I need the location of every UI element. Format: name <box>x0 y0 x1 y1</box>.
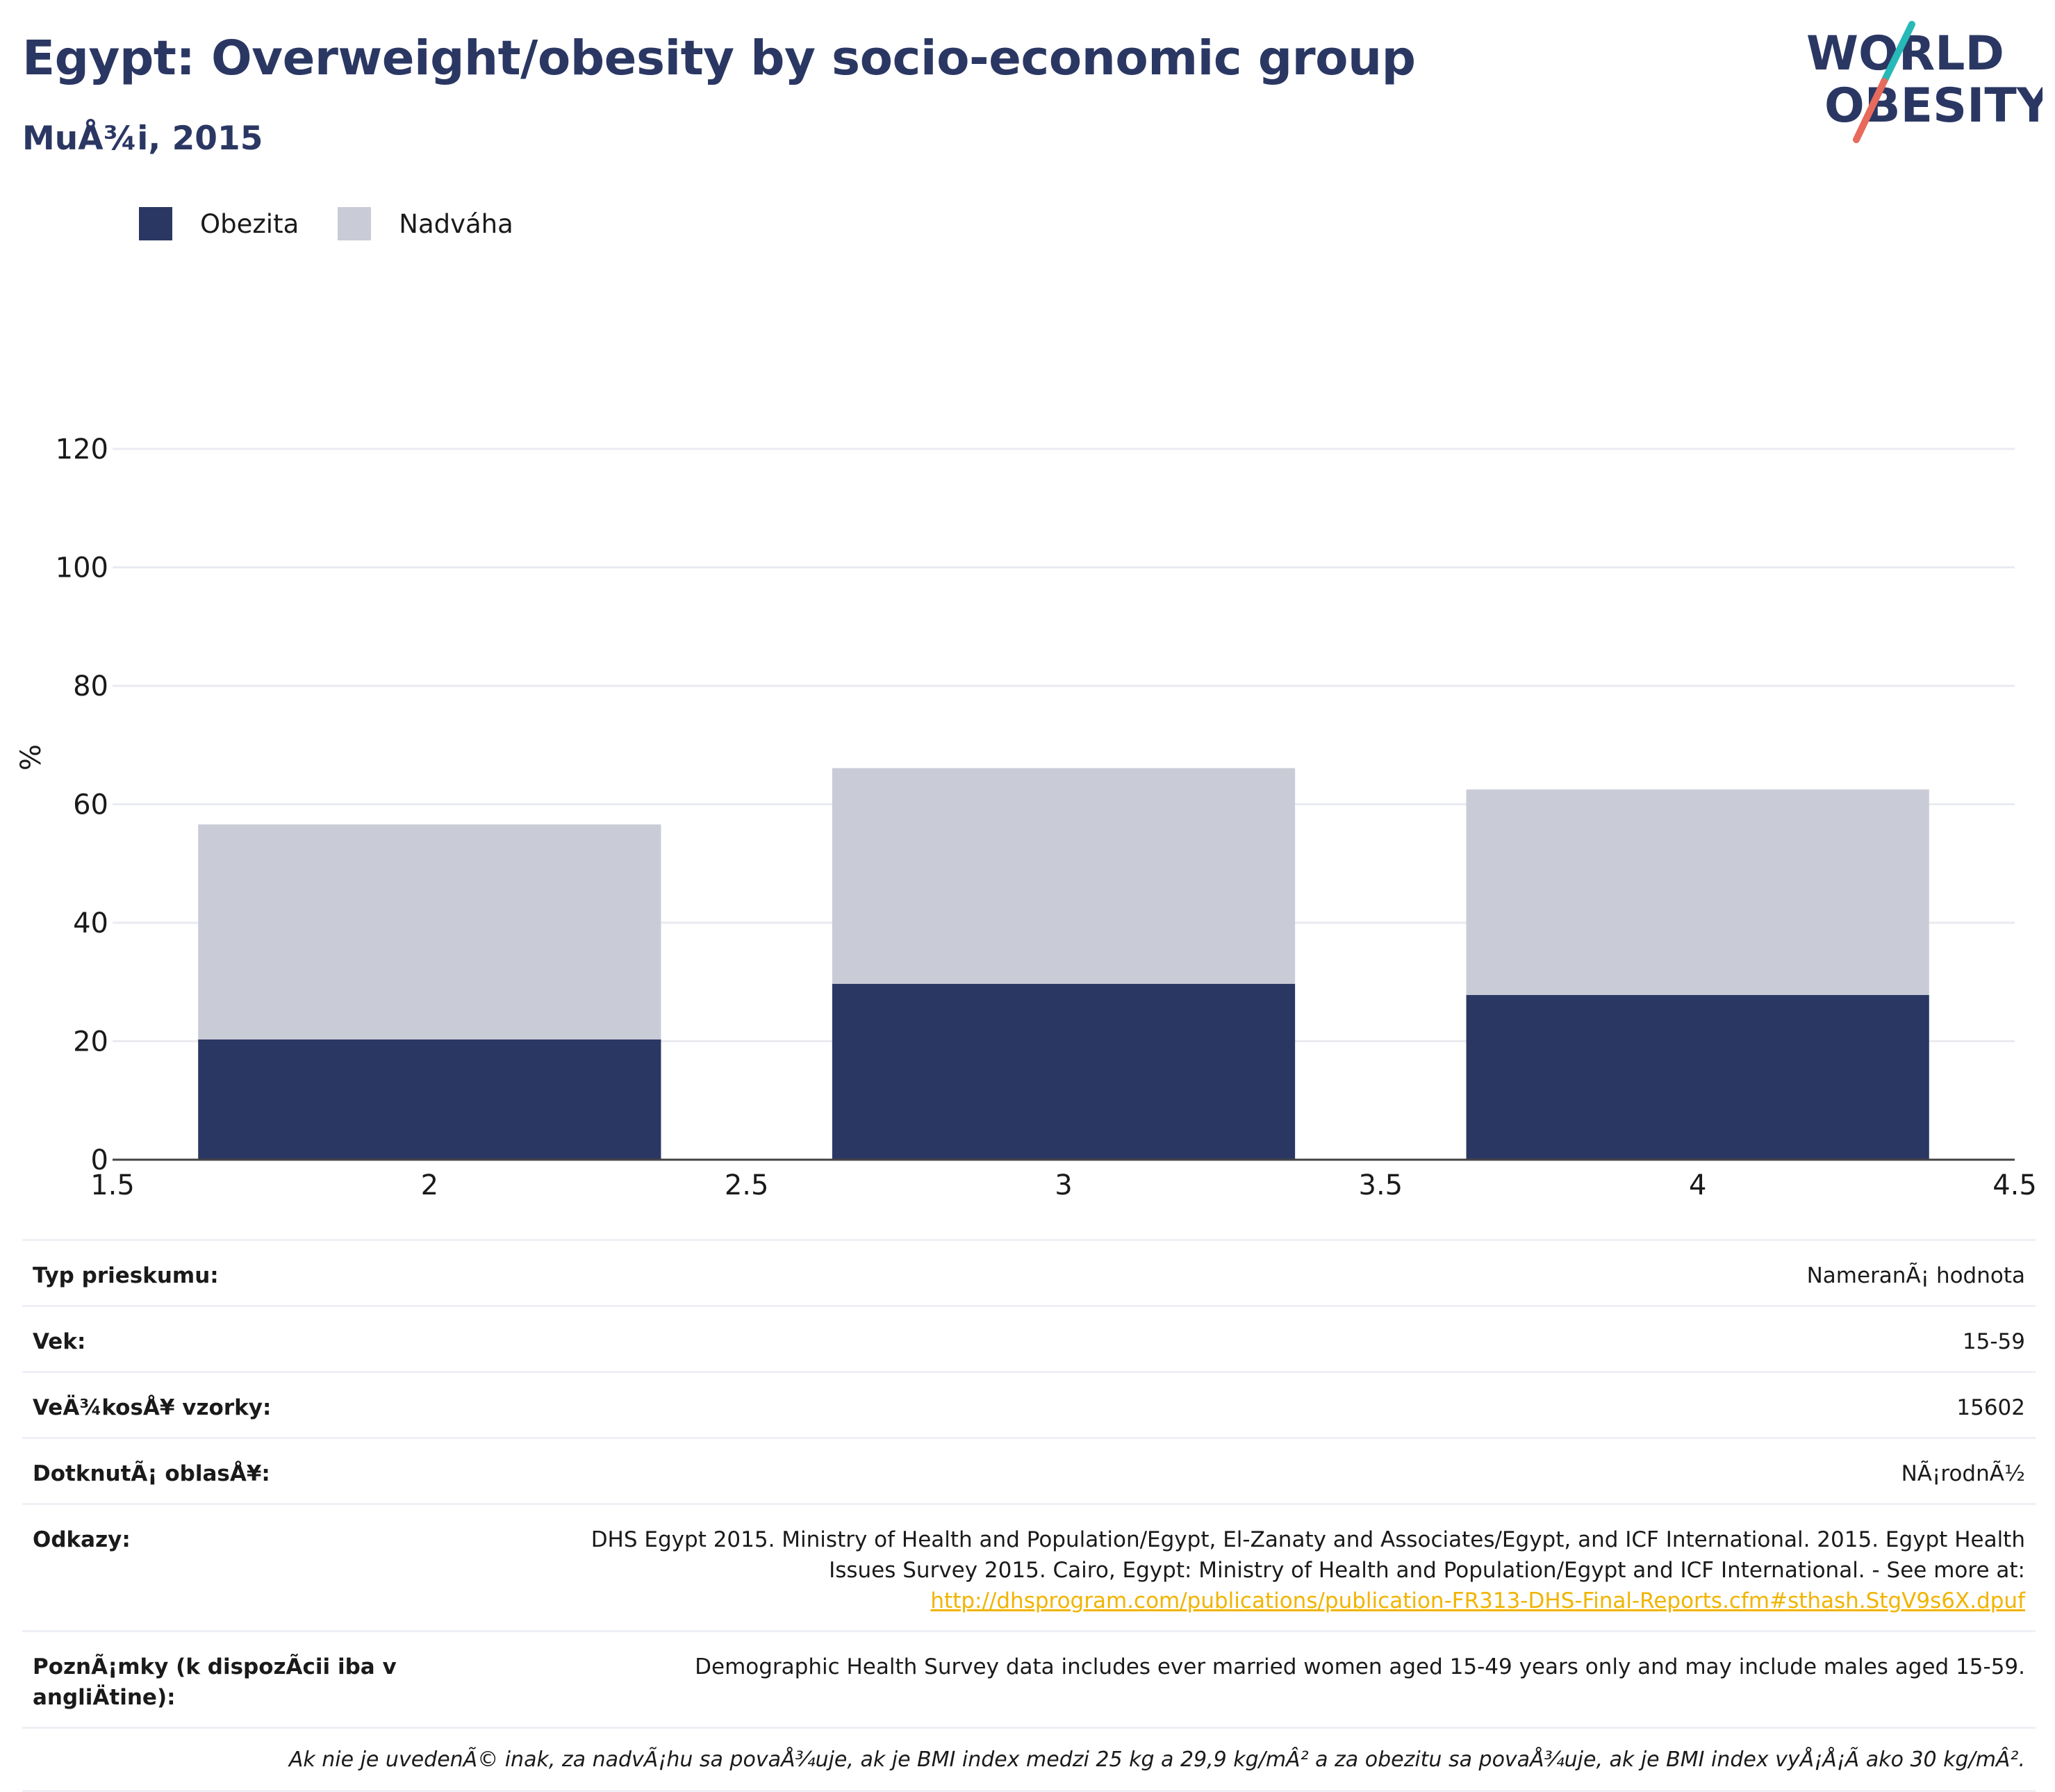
x-tick-label: 4 <box>1689 1169 1706 1195</box>
chart-legend: Obezita Nadváha <box>139 206 552 242</box>
y-tick-label: 100 <box>56 552 108 584</box>
info-row-age: Vek: 15-59 <box>22 1305 2036 1371</box>
x-tick-label: 3.5 <box>1359 1169 1403 1195</box>
references-value: DHS Egypt 2015. Ministry of Health and P… <box>505 1524 2025 1616</box>
bar-obesity-3[interactable] <box>832 984 1295 1160</box>
y-tick-label: 80 <box>73 671 108 702</box>
logo-word-obesity: OBESITY <box>1824 79 2042 133</box>
info-label: VeÄ¾kosÅ¥ vzorky: <box>33 1392 505 1423</box>
legend-item-overweight[interactable]: Nadváha <box>338 207 513 240</box>
bar-overweight-4[interactable] <box>1467 789 1929 995</box>
y-tick-labels: 020406080100120 <box>56 434 108 1176</box>
y-tick-label: 20 <box>73 1026 108 1058</box>
y-tick-label: 40 <box>73 907 108 939</box>
info-value: 15602 <box>505 1392 2025 1423</box>
bar-obesity-4[interactable] <box>1467 995 1929 1160</box>
info-row-references: Odkazy: DHS Egypt 2015. Ministry of Heal… <box>22 1503 2036 1630</box>
info-value: NameranÃ¡ hodnota <box>505 1260 2025 1291</box>
bar-overweight-2[interactable] <box>198 824 661 1039</box>
info-label: Typ prieskumu: <box>33 1260 505 1291</box>
info-label: DotknutÃ¡ oblasÅ¥: <box>33 1458 505 1489</box>
x-tick-label: 2.5 <box>725 1169 769 1195</box>
x-tick-labels: 1.5 2 2.5 3 3.5 4 4.5 <box>90 1169 2037 1195</box>
x-tick-label: 1.5 <box>90 1169 135 1195</box>
chart-subtitle: MuÅ¾i, 2015 <box>22 120 263 158</box>
notes-value: Demographic Health Survey data includes … <box>505 1652 2025 1682</box>
bar-obesity-2[interactable] <box>198 1039 661 1160</box>
info-value: NÃ¡rodnÃ½ <box>505 1458 2025 1489</box>
y-axis-label: % <box>15 744 47 771</box>
chart-title: Egypt: Overweight/obesity by socio-econo… <box>22 31 1416 86</box>
bars <box>198 768 1929 1160</box>
info-row-sample-size: VeÄ¾kosÅ¥ vzorky: 15602 <box>22 1371 2036 1437</box>
y-tick-label: 120 <box>56 434 108 466</box>
info-label: Vek: <box>33 1326 505 1357</box>
info-row-area: DotknutÃ¡ oblasÅ¥: NÃ¡rodnÃ½ <box>22 1437 2036 1503</box>
bar-overweight-3[interactable] <box>832 768 1295 983</box>
notes-label: PoznÃ¡mky (k dispozÃcii iba v angliÄtin… <box>33 1652 505 1713</box>
info-row-notes: PoznÃ¡mky (k dispozÃcii iba v angliÄtin… <box>22 1630 2036 1727</box>
legend-swatch-overweight <box>338 207 371 240</box>
world-obesity-logo: WORLD OBESITY <box>1806 17 2042 146</box>
references-link[interactable]: http://dhsprogram.com/publications/publi… <box>930 1588 2025 1613</box>
bmi-footnote: Ak nie je uvedenÃ© inak, za nadvÃ¡hu sa … <box>22 1727 2036 1792</box>
references-line-2: Issues Survey 2015. Cairo, Egypt: Minist… <box>505 1555 2025 1586</box>
legend-item-obesity[interactable]: Obezita <box>139 207 299 240</box>
legend-label-overweight: Nadváha <box>399 209 513 239</box>
x-tick-label: 4.5 <box>1992 1169 2037 1195</box>
x-tick-label: 2 <box>421 1169 438 1195</box>
info-table: Typ prieskumu: NameranÃ¡ hodnota Vek: 15… <box>22 1239 2036 1792</box>
legend-label-obesity: Obezita <box>200 209 299 239</box>
references-label: Odkazy: <box>33 1524 505 1555</box>
info-row-survey-type: Typ prieskumu: NameranÃ¡ hodnota <box>22 1239 2036 1305</box>
references-line-1: DHS Egypt 2015. Ministry of Health and P… <box>505 1524 2025 1555</box>
legend-swatch-obesity <box>139 207 172 240</box>
y-tick-label: 60 <box>73 789 108 821</box>
stacked-bar-chart: 020406080100120 1.5 2 2.5 3 3.5 4 4.5 % <box>0 389 2055 1195</box>
info-value: 15-59 <box>505 1326 2025 1357</box>
x-tick-label: 3 <box>1055 1169 1072 1195</box>
